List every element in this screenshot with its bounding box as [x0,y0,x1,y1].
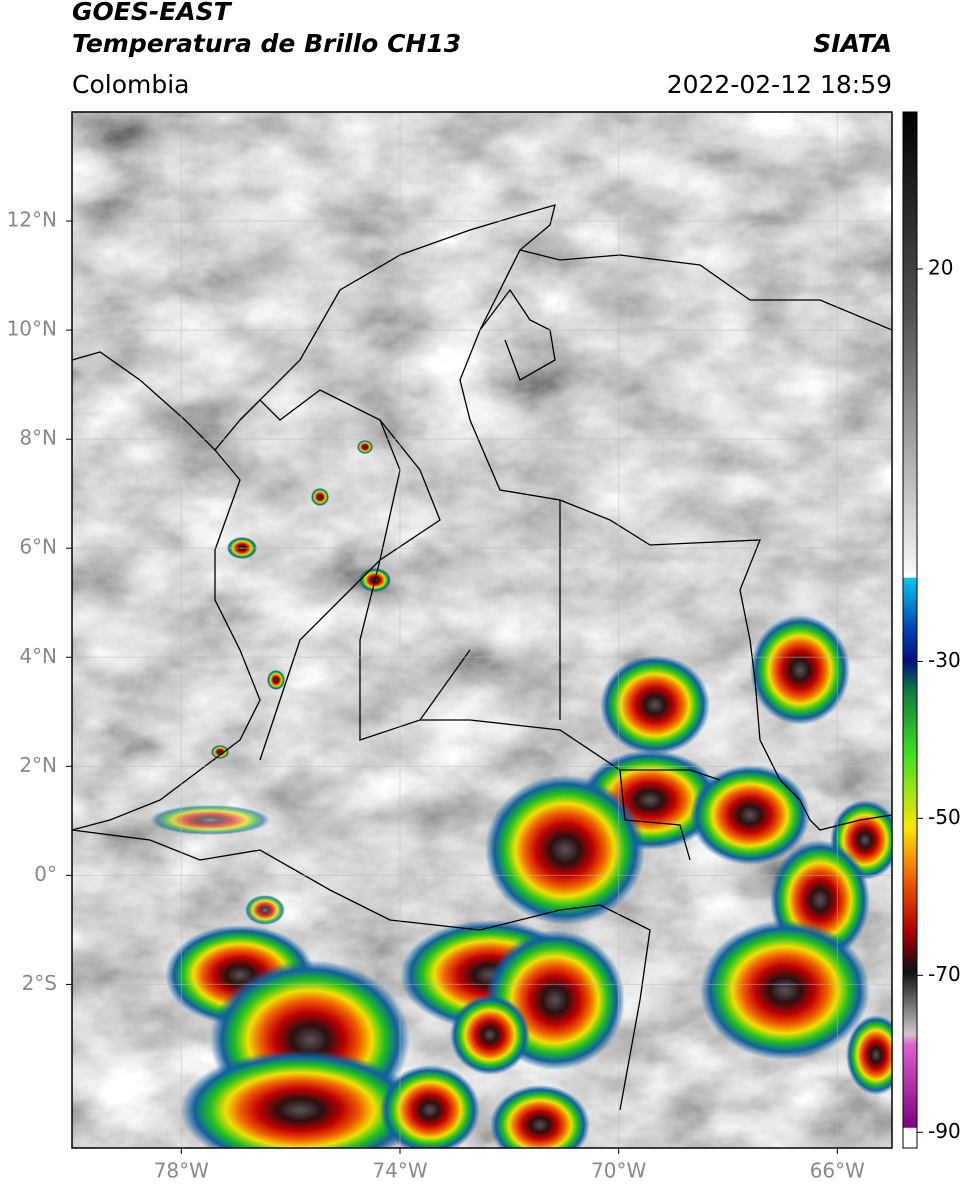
convective-cells [150,440,892,1148]
y-tick-label: 10°N [7,317,57,341]
colorbar-tick-label: -90 [928,1119,961,1143]
colorbar-tick-label: -70 [928,962,961,986]
title: GOES-EAST [72,0,233,26]
y-tick-label: 2°N [19,753,57,777]
y-tick-label: 4°N [19,644,57,668]
map-frame [71,111,893,1149]
timestamp: 2022-02-12 18:59 [667,70,892,99]
grid [72,112,892,1148]
colorbar [902,111,918,1149]
x-tick-label: 78°W [154,1159,209,1183]
y-tick-label: 8°N [19,426,57,450]
borders [72,204,892,1111]
satellite-image [72,112,892,1148]
colorbar-tick-label: 20 [928,255,953,279]
y-tick-label: 0° [34,862,57,886]
source: SIATA [813,29,892,58]
y-tick-label: 2°S [22,971,57,995]
colorbar-tick-label: -30 [928,648,961,672]
x-tick-label: 74°W [372,1159,427,1183]
y-tick-label: 12°N [7,208,57,232]
colorbar-tick-label: -50 [928,805,961,829]
subtitle: Temperatura de Brillo CH13 [72,29,461,58]
region: Colombia [72,70,189,99]
x-tick-label: 66°W [810,1159,865,1183]
y-tick-label: 6°N [19,535,57,559]
x-tick-label: 70°W [591,1159,646,1183]
